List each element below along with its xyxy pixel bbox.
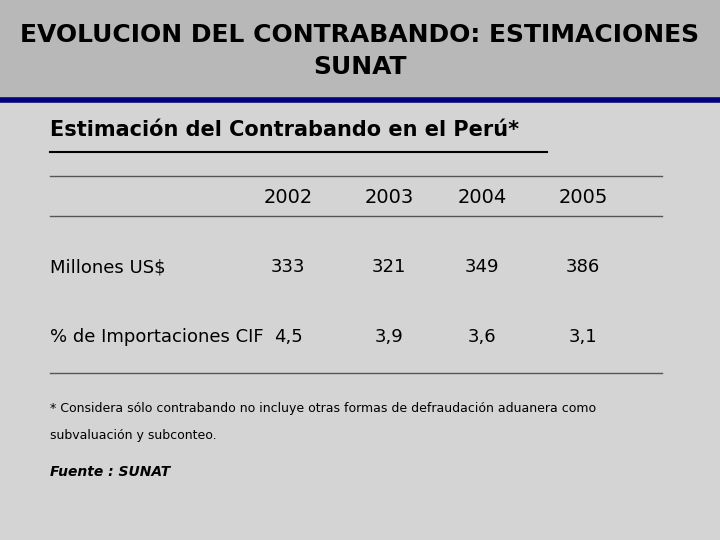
Text: 3,9: 3,9 [374,328,403,347]
Text: % de Importaciones CIF: % de Importaciones CIF [50,328,264,347]
Text: 2002: 2002 [264,187,312,207]
Text: 386: 386 [566,258,600,276]
Text: 4,5: 4,5 [274,328,302,347]
Text: 321: 321 [372,258,406,276]
Text: 3,1: 3,1 [569,328,598,347]
Text: EVOLUCION DEL CONTRABANDO: ESTIMACIONES: EVOLUCION DEL CONTRABANDO: ESTIMACIONES [20,23,700,47]
Text: Fuente : SUNAT: Fuente : SUNAT [50,465,171,480]
Text: 2003: 2003 [364,187,413,207]
Text: 2004: 2004 [458,187,507,207]
Text: 3,6: 3,6 [468,328,497,347]
Text: * Considera sólo contrabando no incluye otras formas de defraudación aduanera co: * Considera sólo contrabando no incluye … [50,402,597,415]
Text: Estimación del Contrabando en el Perú*: Estimación del Contrabando en el Perú* [50,119,520,140]
Text: 2005: 2005 [559,187,608,207]
Text: Millones US$: Millones US$ [50,258,166,276]
Text: SUNAT: SUNAT [313,55,407,79]
Text: 333: 333 [271,258,305,276]
FancyBboxPatch shape [0,0,720,100]
Text: subvaluación y subconteo.: subvaluación y subconteo. [50,429,217,442]
Text: 349: 349 [465,258,500,276]
